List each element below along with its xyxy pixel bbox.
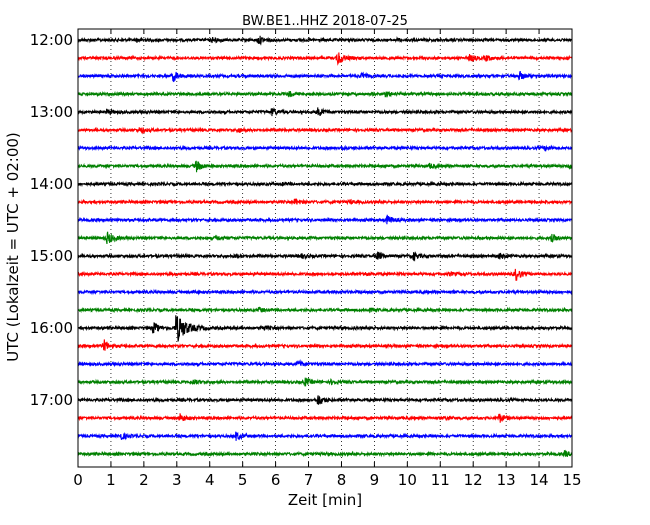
seismic-trace bbox=[77, 377, 573, 387]
y-tick-label: 13:00 bbox=[30, 103, 73, 121]
x-tick-label: 14 bbox=[530, 471, 549, 489]
seismic-trace bbox=[77, 413, 573, 423]
x-tick-label: 11 bbox=[431, 471, 450, 489]
x-tick-label: 5 bbox=[238, 471, 248, 489]
seismic-trace bbox=[77, 315, 573, 342]
x-tick-label: 13 bbox=[497, 471, 516, 489]
seismic-trace bbox=[77, 214, 573, 225]
seismic-trace bbox=[77, 251, 573, 262]
x-tick-label: 3 bbox=[172, 471, 182, 489]
y-tick-label: 12:00 bbox=[30, 31, 73, 49]
x-tick-label: 12 bbox=[464, 471, 483, 489]
seismic-trace bbox=[77, 358, 573, 368]
x-axis-label: Zeit [min] bbox=[288, 491, 362, 509]
seismic-trace bbox=[77, 306, 573, 314]
seismic-trace bbox=[77, 160, 573, 173]
y-tick-label: 16:00 bbox=[30, 319, 73, 337]
seismic-traces bbox=[77, 35, 573, 458]
axis-ticks: 0 1 2 3 4 5 6 7 8 9 10 11 12 13 14 1512:0013:0014:0015:… bbox=[30, 29, 582, 489]
seismic-trace bbox=[77, 106, 573, 117]
seismic-trace bbox=[77, 395, 573, 405]
chart-title: BW.BE1..HHZ 2018-07-25 bbox=[242, 14, 408, 29]
x-tick-label: 1 bbox=[106, 471, 116, 489]
y-tick-label: 15:00 bbox=[30, 247, 73, 265]
x-tick-label: 7 bbox=[304, 471, 314, 489]
seismic-trace bbox=[77, 70, 573, 83]
x-tick-label: 2 bbox=[139, 471, 149, 489]
x-tick-label: 15 bbox=[562, 471, 581, 489]
y-tick-label: 14:00 bbox=[30, 175, 73, 193]
seismic-trace bbox=[77, 126, 573, 135]
seismic-trace bbox=[77, 144, 573, 152]
x-tick-label: 8 bbox=[337, 471, 347, 489]
seismic-trace bbox=[77, 449, 573, 458]
seismic-trace bbox=[77, 35, 573, 46]
seismic-trace bbox=[77, 180, 573, 188]
seismic-trace bbox=[77, 198, 573, 206]
plot-frame bbox=[77, 28, 573, 468]
x-tick-label: 0 bbox=[73, 471, 83, 489]
seismic-trace bbox=[77, 90, 573, 99]
y-tick-label: 17:00 bbox=[30, 391, 73, 409]
x-tick-label: 4 bbox=[205, 471, 215, 489]
seismic-trace bbox=[77, 339, 573, 351]
x-tick-label: 9 bbox=[370, 471, 380, 489]
y-axis-label: UTC (Lokalzeit = UTC + 02:00) bbox=[4, 132, 22, 362]
seismic-trace bbox=[77, 52, 573, 66]
seismic-trace bbox=[77, 268, 573, 281]
seismic-trace bbox=[77, 288, 573, 296]
x-tick-label: 6 bbox=[271, 471, 281, 489]
seismic-trace bbox=[77, 431, 573, 441]
x-tick-label: 10 bbox=[398, 471, 417, 489]
seismic-trace bbox=[77, 231, 573, 245]
